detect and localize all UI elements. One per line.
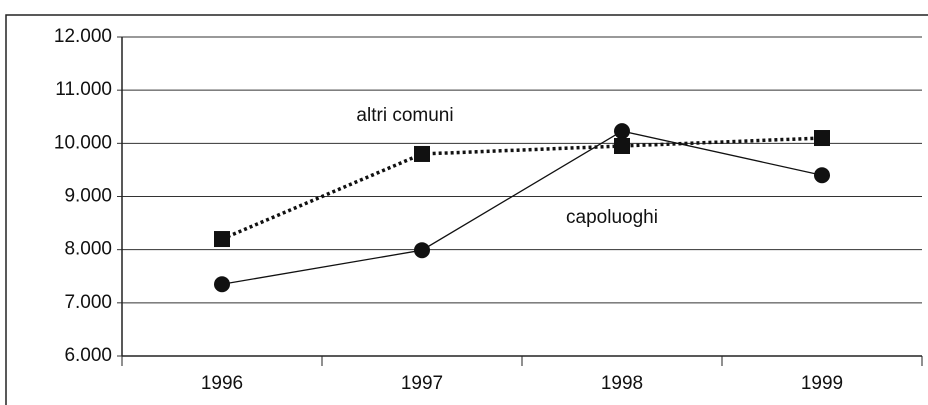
x-tick-label: 1997 [401, 373, 443, 394]
marker-square [614, 137, 630, 154]
series-line [221, 136, 823, 241]
y-tick-label: 7.000 [64, 292, 112, 313]
y-tick-label: 12.000 [54, 26, 112, 47]
marker-square [414, 145, 430, 162]
marker-circle [814, 167, 830, 184]
marker-square [214, 231, 230, 248]
marker-circle [414, 242, 430, 259]
x-tick-label: 1998 [601, 373, 643, 394]
y-tick-label: 8.000 [64, 239, 112, 260]
frame [5, 14, 928, 405]
marker-circle [614, 123, 630, 140]
y-tick-label: 11.000 [55, 79, 112, 100]
series-line [221, 130, 823, 285]
y-tick-label: 6.000 [64, 345, 112, 366]
marker-square [814, 130, 830, 147]
y-tick-label: 10.000 [54, 132, 112, 153]
series-label: capoluoghi [566, 207, 658, 228]
marker-circle [214, 276, 230, 293]
series-label: altri comuni [356, 105, 453, 126]
y-tick-label: 9.000 [64, 186, 112, 207]
x-tick-label: 1996 [201, 373, 243, 394]
x-tick-label: 1999 [801, 373, 843, 394]
